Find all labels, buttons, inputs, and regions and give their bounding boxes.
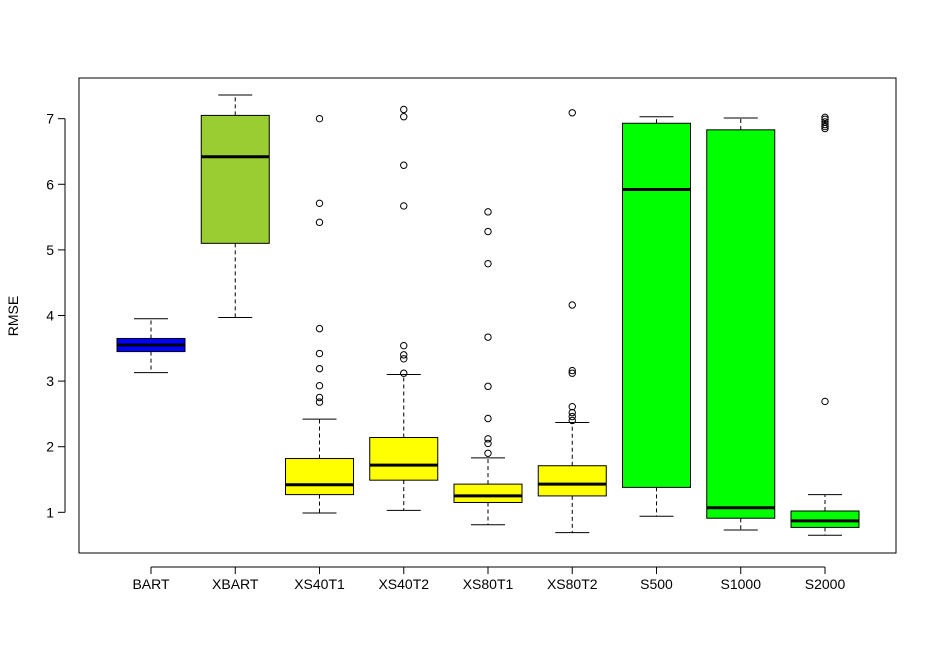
outlier-point xyxy=(568,301,576,309)
x-tick-label: S500 xyxy=(640,576,673,592)
x-tick-label: XBART xyxy=(212,576,259,592)
outlier-point xyxy=(315,398,324,406)
box-xs80t1 xyxy=(453,208,523,526)
outlier-point xyxy=(484,439,492,448)
outlier-point xyxy=(484,449,492,457)
y-tick-label: 1 xyxy=(46,504,54,520)
outlier-point xyxy=(400,113,408,121)
box-s1000 xyxy=(706,117,776,531)
box-s2000 xyxy=(790,113,860,536)
plot-frame xyxy=(78,77,897,554)
x-tick-label: S1000 xyxy=(721,576,762,592)
box-s500 xyxy=(622,116,691,517)
box-body xyxy=(453,483,523,503)
y-tick-label: 4 xyxy=(46,308,54,324)
box-body xyxy=(285,458,354,496)
y-axis: 1 2 3 4 5 6 7 xyxy=(46,111,66,520)
outlier-point xyxy=(400,351,408,359)
x-tick-label: XS80T2 xyxy=(547,576,598,592)
outlier-point xyxy=(315,393,324,402)
outlier-point xyxy=(315,218,324,227)
outlier-point xyxy=(484,227,492,236)
box-body xyxy=(537,465,607,497)
outlier-point xyxy=(315,114,324,123)
outlier-point xyxy=(315,324,324,333)
outlier-point xyxy=(484,333,492,341)
outlier-point xyxy=(400,341,408,350)
outlier-point xyxy=(484,259,492,268)
outlier-point xyxy=(400,105,408,114)
outlier-point xyxy=(821,397,829,406)
x-tick-label: BART xyxy=(132,576,170,592)
x-tick-label: XS40T1 xyxy=(294,576,345,592)
outlier-point xyxy=(315,364,324,373)
outlier-point xyxy=(568,369,576,377)
y-axis-title: RMSE xyxy=(5,296,21,336)
box-xs80t2 xyxy=(537,109,607,534)
box-bart xyxy=(116,318,186,374)
outlier-point xyxy=(568,412,576,421)
y-tick-label: 2 xyxy=(46,439,54,455)
outlier-point xyxy=(484,414,492,423)
outlier-point xyxy=(315,349,324,358)
outlier-point xyxy=(484,435,492,443)
outlier-point xyxy=(821,122,829,131)
x-tick-label: XS80T1 xyxy=(463,576,514,592)
outlier-point xyxy=(400,161,408,169)
x-tick-label: S2000 xyxy=(805,576,846,592)
x-tick-label: XS40T2 xyxy=(378,576,429,592)
outlier-point xyxy=(821,113,829,122)
outlier-point xyxy=(568,416,576,425)
outlier-point xyxy=(315,199,324,208)
box-xbart xyxy=(200,94,270,318)
outlier-point xyxy=(568,366,576,375)
box-body xyxy=(369,437,439,481)
outlier-point xyxy=(568,109,576,117)
y-tick-label: 5 xyxy=(46,242,54,258)
box-xs40t1 xyxy=(285,114,354,514)
box-body xyxy=(200,114,270,244)
outlier-point xyxy=(484,208,492,216)
box-body xyxy=(790,510,860,528)
x-axis: BART XBART XS40T1 XS40T2 XS80T1 XS80T2 S500 S10… xyxy=(132,566,846,592)
y-tick-label: 7 xyxy=(46,111,54,127)
outlier-point xyxy=(484,382,492,391)
boxes xyxy=(116,94,860,536)
outlier-point xyxy=(568,402,576,411)
outlier-point xyxy=(821,120,829,129)
box-body xyxy=(622,122,691,488)
outlier-point xyxy=(821,115,829,124)
outlier-point xyxy=(821,118,829,126)
y-tick-label: 3 xyxy=(46,373,54,389)
outlier-point xyxy=(400,369,408,377)
outlier-point xyxy=(400,202,408,210)
outlier-point xyxy=(315,382,324,390)
box-xs40t2 xyxy=(369,105,439,511)
outlier-point xyxy=(400,355,408,363)
box-body xyxy=(706,129,776,519)
y-tick-label: 6 xyxy=(46,176,54,192)
